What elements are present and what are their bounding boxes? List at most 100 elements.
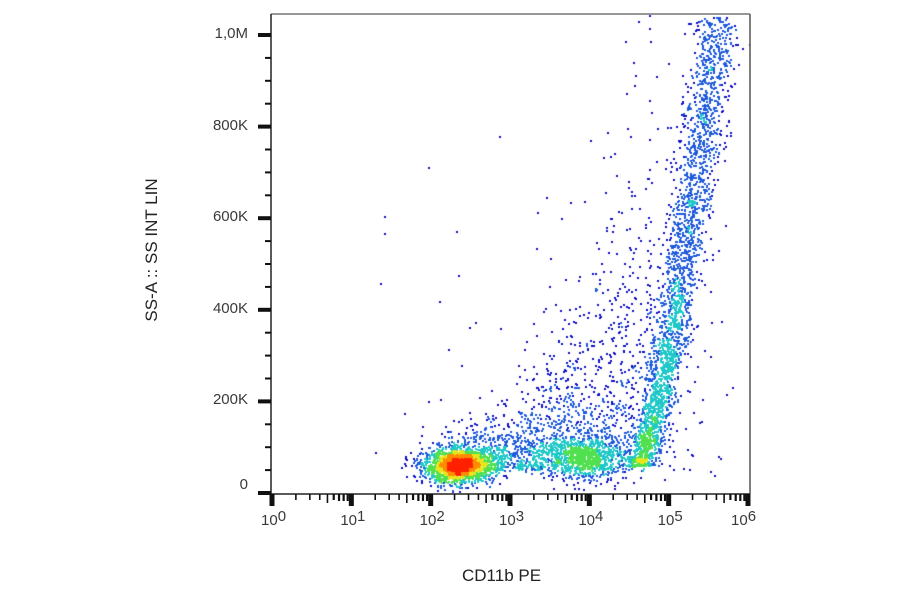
- x-minor-tick: [485, 494, 487, 503]
- x-minor-tick: [743, 494, 746, 501]
- y-minor-tick: [265, 263, 271, 265]
- y-tick-label: 600K: [212, 208, 248, 226]
- scatter-plot-area: [271, 14, 750, 494]
- x-tick-exponent: 5: [674, 508, 683, 525]
- y-minor-tick: [265, 331, 271, 334]
- x-minor-tick: [575, 494, 579, 501]
- x-tick-exponent: 3: [515, 508, 525, 525]
- x-tick-exponent: 1: [357, 508, 366, 525]
- x-minor-tick: [501, 494, 504, 501]
- x-minor-tick: [388, 494, 390, 500]
- x-tick-label: 103: [499, 508, 524, 529]
- x-minor-tick: [580, 494, 583, 501]
- x-minor-tick: [417, 494, 420, 501]
- y-minor-tick: [265, 56, 271, 59]
- y-major-tick: [258, 399, 271, 404]
- x-minor-tick: [337, 494, 341, 501]
- x-tick-base: 10: [578, 512, 596, 529]
- y-tick-label: 1,0M: [214, 25, 248, 42]
- y-major-tick: [258, 124, 271, 129]
- x-tick-exponent: 6: [747, 508, 757, 525]
- x-minor-tick: [398, 494, 400, 500]
- y-minor-tick: [265, 354, 271, 357]
- x-minor-tick: [705, 494, 708, 500]
- y-minor-tick: [265, 469, 271, 472]
- x-minor-tick: [405, 494, 408, 503]
- x-major-tick: [348, 494, 354, 506]
- x-tick-exponent: 4: [595, 508, 604, 525]
- y-tick-label: 800K: [212, 116, 248, 134]
- x-minor-tick: [626, 494, 628, 500]
- x-minor-tick: [649, 494, 653, 500]
- y-major-tick: [258, 307, 271, 312]
- x-minor-tick: [342, 494, 345, 501]
- x-tick-label: 101: [340, 508, 365, 529]
- x-minor-tick: [655, 494, 658, 501]
- x-minor-tick: [326, 494, 329, 503]
- x-major-tick: [586, 494, 592, 506]
- x-tick-exponent: 2: [436, 508, 445, 525]
- x-tick-label: 105: [657, 508, 683, 529]
- x-minor-tick: [425, 494, 429, 501]
- x-minor-tick: [477, 494, 480, 500]
- x-minor-tick: [295, 494, 297, 500]
- x-minor-tick: [723, 494, 725, 503]
- y-minor-tick: [265, 446, 271, 449]
- y-minor-tick: [265, 148, 271, 151]
- x-major-tick: [666, 494, 672, 506]
- y-minor-tick: [265, 102, 271, 105]
- x-minor-tick: [659, 494, 663, 501]
- x-tick-base: 10: [657, 512, 675, 529]
- x-minor-tick: [636, 494, 638, 500]
- x-minor-tick: [453, 494, 456, 500]
- x-minor-tick: [496, 494, 499, 501]
- x-minor-tick: [533, 494, 535, 500]
- x-minor-tick: [491, 494, 494, 500]
- y-major-tick: [258, 33, 271, 37]
- x-minor-tick: [505, 494, 508, 501]
- y-axis-title: SS-A :: SS INT LIN: [142, 178, 161, 322]
- y-minor-tick: [265, 79, 271, 82]
- x-minor-tick: [729, 494, 732, 500]
- x-minor-tick: [715, 494, 718, 500]
- x-tick-base: 10: [261, 512, 278, 529]
- x-major-tick: [745, 494, 751, 506]
- x-axis-title: CD11b PE: [462, 566, 542, 585]
- x-minor-tick: [643, 494, 646, 503]
- x-major-tick: [428, 494, 434, 506]
- y-tick-label: 400K: [212, 299, 248, 317]
- y-tick-label: 0: [239, 476, 248, 493]
- x-minor-tick: [739, 494, 742, 501]
- x-major-tick: [269, 494, 275, 506]
- x-minor-tick: [318, 494, 321, 500]
- x-tick-base: 10: [340, 512, 358, 529]
- y-major-tick: [258, 491, 271, 495]
- x-minor-tick: [663, 494, 667, 501]
- x-minor-tick: [332, 494, 335, 500]
- x-minor-tick: [570, 494, 573, 500]
- y-minor-tick: [265, 240, 271, 243]
- y-minor-tick: [265, 285, 271, 288]
- x-minor-tick: [612, 494, 615, 500]
- x-minor-tick: [374, 494, 377, 500]
- x-minor-tick: [584, 494, 587, 501]
- x-tick-base: 10: [499, 512, 516, 529]
- y-minor-tick: [265, 423, 271, 426]
- x-minor-tick: [421, 494, 425, 501]
- x-minor-tick: [547, 494, 549, 500]
- x-tick-label: 102: [420, 508, 445, 529]
- y-minor-tick: [265, 377, 271, 380]
- x-minor-tick: [691, 494, 694, 500]
- x-tick-label: 104: [578, 508, 603, 529]
- x-minor-tick: [309, 494, 311, 500]
- x-major-tick: [507, 494, 513, 506]
- x-minor-tick: [734, 494, 737, 501]
- x-tick-label: 106: [731, 508, 756, 529]
- x-tick-exponent: 0: [277, 508, 287, 525]
- x-minor-tick: [564, 494, 567, 503]
- y-minor-tick: [265, 194, 271, 197]
- x-minor-tick: [411, 494, 415, 500]
- x-tick-base: 10: [731, 512, 748, 529]
